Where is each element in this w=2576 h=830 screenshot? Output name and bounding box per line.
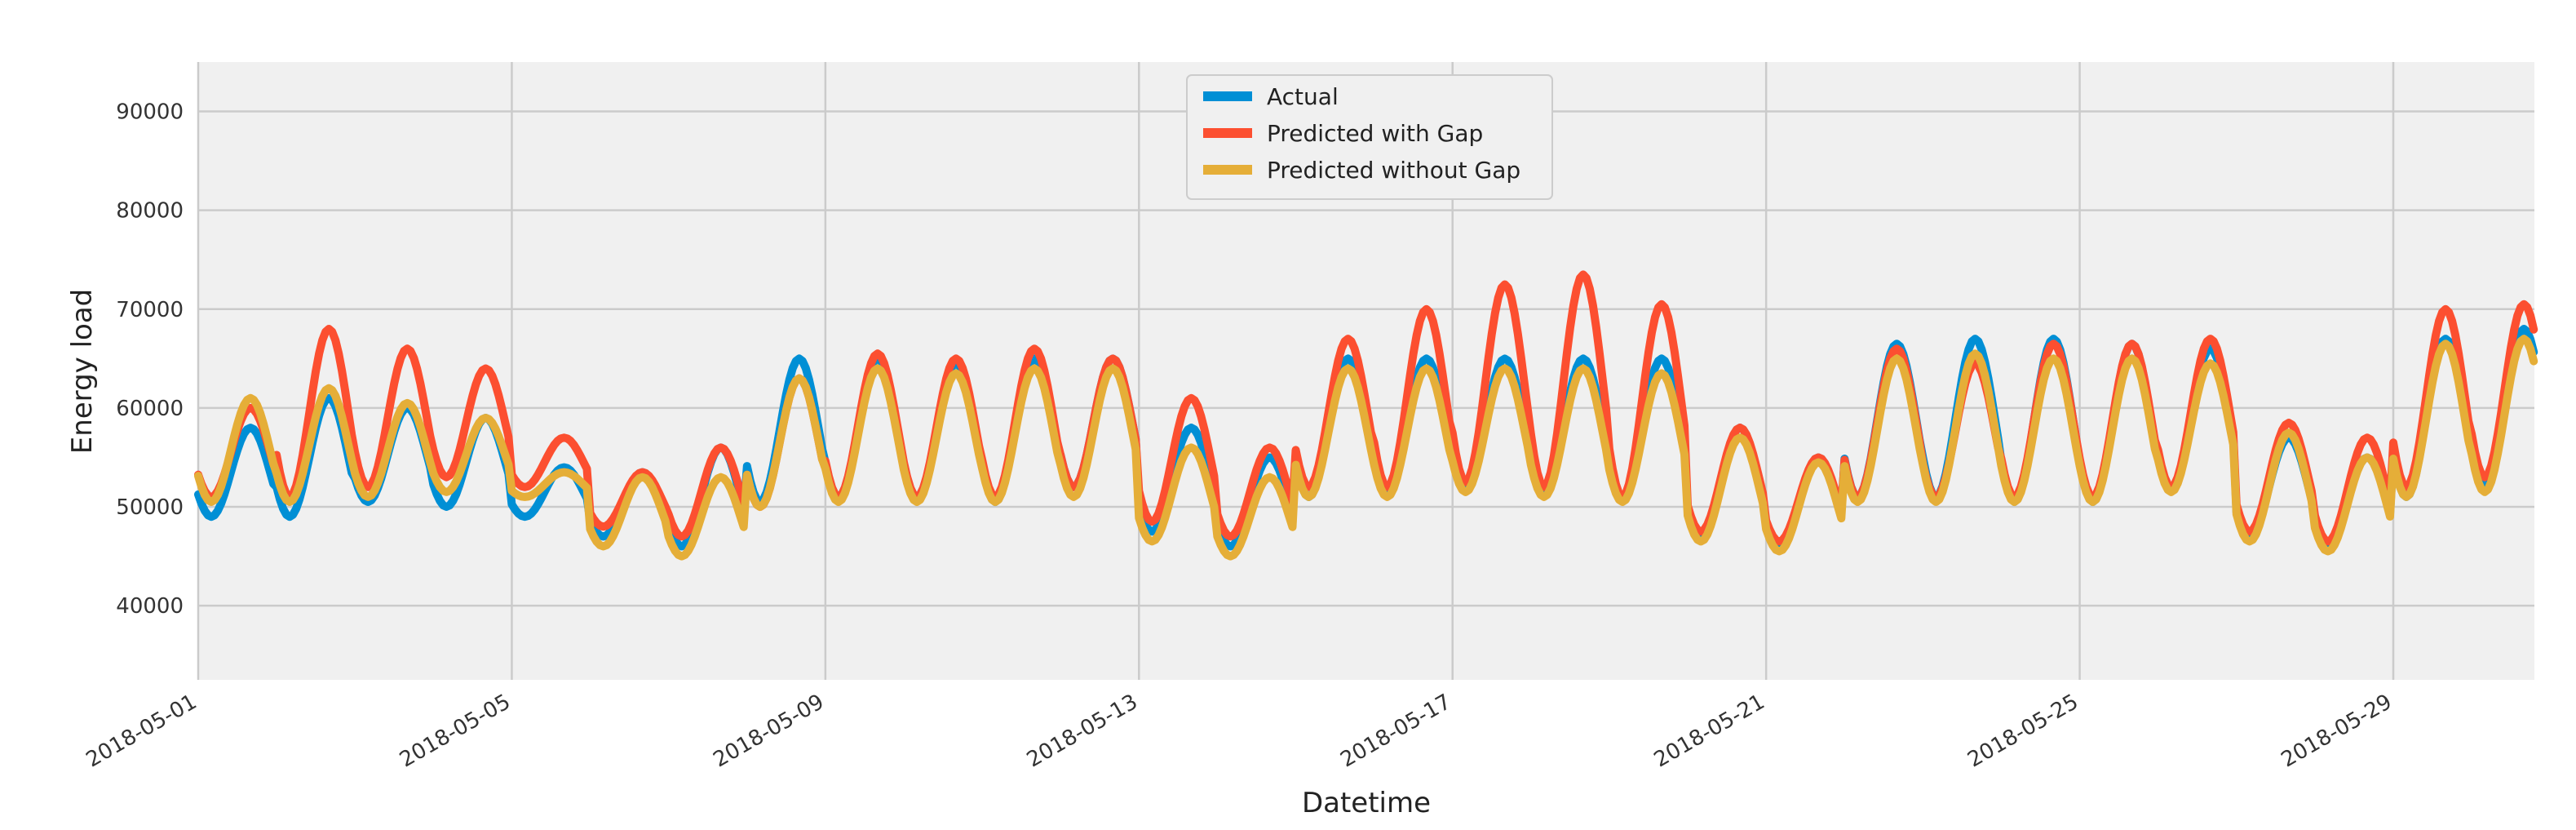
y-tick-label: 40000: [116, 594, 184, 619]
x-tick-label: 2018-05-29: [2277, 690, 2397, 773]
legend-label-predicted-with-gap: Predicted with Gap: [1267, 120, 1483, 147]
legend: Actual Predicted with Gap Predicted with…: [1186, 74, 1553, 200]
series-layer: [194, 270, 2538, 561]
y-tick-label: 70000: [116, 298, 184, 322]
y-tick-label: 60000: [116, 397, 184, 421]
series-line-predicted-without-gap: [194, 335, 2538, 561]
x-tick-label: 2018-05-01: [82, 690, 201, 773]
x-tick-label: 2018-05-09: [709, 690, 828, 773]
x-tick-label: 2018-05-05: [396, 690, 515, 773]
x-tick-label: 2018-05-21: [1650, 690, 1769, 773]
x-axis-label: Datetime: [1302, 787, 1431, 819]
x-ticks: 2018-05-01 2018-05-05 2018-05-09 2018-05-13…: [82, 690, 2397, 773]
y-tick-label: 90000: [116, 100, 184, 125]
x-tick-label: 2018-05-13: [1023, 690, 1142, 773]
legend-box: [1186, 74, 1553, 200]
x-tick-label: 2018-05-17: [1336, 690, 1455, 773]
x-tick-label: 2018-05-25: [1963, 690, 2082, 773]
legend-label-actual: Actual: [1267, 83, 1339, 110]
y-tick-label: 50000: [116, 495, 184, 520]
y-tick-label: 80000: [116, 199, 184, 224]
legend-label-predicted-without-gap: Predicted without Gap: [1267, 157, 1520, 184]
y-ticks: 40000 50000 60000 70000 80000 90000: [116, 100, 184, 619]
y-axis-label: Energy load: [66, 289, 99, 455]
